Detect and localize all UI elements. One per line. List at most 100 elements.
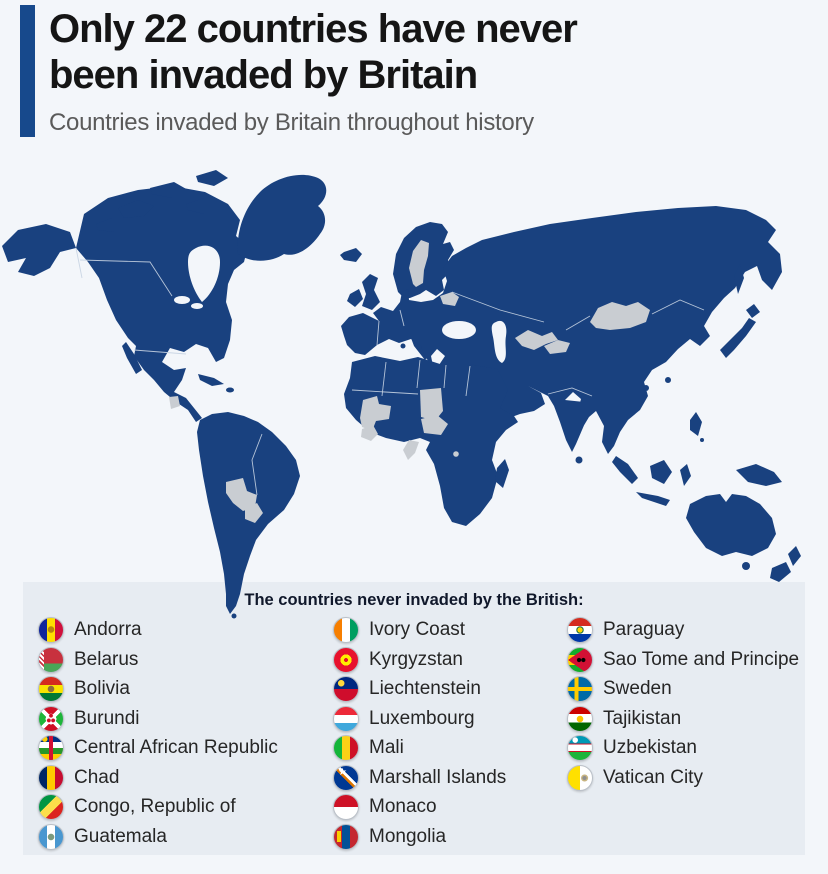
map-country-bolivia — [226, 478, 257, 511]
map-country-paraguay — [245, 503, 263, 523]
country-list-item: Burundi — [38, 705, 333, 732]
bolivia-flag-icon — [38, 676, 64, 702]
legend-column-3: Paraguay Sao Tome and Principe Sweden Ta… — [567, 617, 805, 853]
landmass-eurasia — [341, 206, 782, 464]
marshall-islands-flag-icon — [333, 764, 359, 791]
country-list-item: Uzbekistan — [567, 735, 805, 761]
caspian-sea — [491, 320, 507, 363]
legend-column-2: Ivory Coast Kyrgyzstan Liechtenstein Lux… — [333, 617, 567, 853]
ivory-coast-flag-icon — [333, 617, 359, 643]
paraguay-flag-icon — [567, 617, 593, 643]
country-name: Uzbekistan — [603, 737, 697, 758]
andorra-flag-icon — [38, 617, 64, 643]
country-name: Marshall Islands — [369, 766, 507, 788]
country-name: Bolivia — [74, 678, 130, 699]
landmass-europe — [347, 222, 454, 365]
map-country-ivory-coast — [361, 425, 378, 441]
legend-panel: The countries never invaded by the Briti… — [23, 582, 805, 855]
title-line-1: Only 22 countries have never — [49, 7, 578, 51]
country-list-item: Sweden — [567, 676, 805, 702]
landmass-oceania — [612, 412, 801, 582]
map-country-congo — [403, 440, 419, 460]
country-list-item: Kyrgyzstan — [333, 646, 567, 673]
country-name: Kyrgyzstan — [369, 648, 463, 670]
country-name: Chad — [74, 766, 120, 788]
country-name: Tajikistan — [603, 707, 682, 729]
country-name: Mongolia — [369, 825, 447, 847]
header: Only 22 countries have never been invaded… — [20, 5, 578, 138]
country-list-item: Andorra — [38, 617, 333, 643]
map-country-tajikistan-kyrgyzstan — [544, 340, 570, 354]
world-map — [0, 150, 828, 620]
country-name: Mali — [369, 737, 404, 758]
country-list-item: Guatemala — [38, 823, 333, 850]
map-country-belarus — [440, 292, 459, 306]
country-name: Belarus — [74, 648, 139, 670]
title-line-2: been invaded by Britain — [49, 52, 478, 97]
chad-flag-icon — [38, 764, 64, 791]
map-country-sweden — [409, 240, 429, 287]
luxembourg-flag-icon — [333, 705, 359, 732]
country-list-item: Luxembourg — [333, 705, 567, 732]
country-name: Ivory Coast — [369, 619, 466, 640]
country-list-item: Chad — [38, 764, 333, 791]
page-subtitle: Countries invaded by Britain throughout … — [49, 109, 534, 137]
page-title: Only 22 countries have never been invaded… — [49, 7, 578, 98]
monaco-flag-icon — [333, 794, 359, 820]
country-name: Andorra — [74, 619, 142, 640]
map-country-mongolia — [590, 302, 650, 330]
country-list-item: Liechtenstein — [333, 676, 567, 702]
country-name: Monaco — [369, 796, 437, 817]
burundi-flag-icon — [38, 705, 64, 732]
country-list-item: Mongolia — [333, 823, 567, 850]
liechtenstein-flag-icon — [333, 676, 359, 702]
legend-columns: Andorra Belarus Bolivia Burundi Central … — [23, 617, 805, 853]
kyrgyzstan-flag-icon — [333, 646, 359, 673]
uzbekistan-flag-icon — [567, 735, 593, 761]
black-sea — [442, 321, 476, 339]
guatemala-flag-icon — [38, 823, 64, 850]
country-list-item: Tajikistan — [567, 705, 805, 732]
map-country-guatemala — [169, 396, 180, 409]
country-name: Luxembourg — [369, 707, 475, 729]
sweden-flag-icon — [567, 676, 593, 702]
map-country-burundi — [453, 451, 459, 457]
country-list-item: Central African Republic — [38, 735, 333, 761]
country-list-item: Congo, Republic of — [38, 794, 333, 820]
country-list-item: Bolivia — [38, 676, 333, 702]
mali-flag-icon — [333, 735, 359, 761]
country-name: Sweden — [603, 678, 672, 699]
country-name: Congo, Republic of — [74, 796, 236, 817]
landmass-greenland-iceland — [237, 174, 362, 262]
country-name: Guatemala — [74, 825, 167, 847]
country-list-item: Marshall Islands — [333, 764, 567, 791]
map-country-central-african-republic — [421, 415, 448, 435]
country-list-item: Monaco — [333, 794, 567, 820]
country-list-item: Sao Tome and Principe — [567, 646, 805, 673]
country-name: Burundi — [74, 707, 140, 729]
country-name: Paraguay — [603, 619, 685, 640]
country-list-item: Ivory Coast — [333, 617, 567, 643]
country-name: Vatican City — [603, 766, 703, 788]
map-country-mali — [360, 396, 391, 431]
country-borders — [75, 247, 705, 496]
central-african-republic-flag-icon — [38, 735, 64, 761]
country-name: Sao Tome and Principe — [603, 648, 800, 670]
mongolia-flag-icon — [333, 823, 359, 850]
congo-flag-icon — [38, 794, 64, 820]
country-list-item: Vatican City — [567, 764, 805, 791]
map-country-uzbekistan — [515, 330, 558, 350]
country-list-item: Paraguay — [567, 617, 805, 643]
landmass-north-america — [2, 170, 248, 422]
map-country-chad — [420, 388, 443, 421]
tajikistan-flag-icon — [567, 705, 593, 732]
legend-column-1: Andorra Belarus Bolivia Burundi Central … — [38, 617, 333, 853]
country-list-item: Mali — [333, 735, 567, 761]
belarus-flag-icon — [38, 646, 64, 673]
legend-heading: The countries never invaded by the Briti… — [244, 591, 584, 609]
country-name: Central African Republic — [74, 737, 278, 758]
country-list-item: Belarus — [38, 646, 333, 673]
sao-tome-and-principe-flag-icon — [567, 646, 593, 673]
landmass-africa — [344, 356, 518, 526]
